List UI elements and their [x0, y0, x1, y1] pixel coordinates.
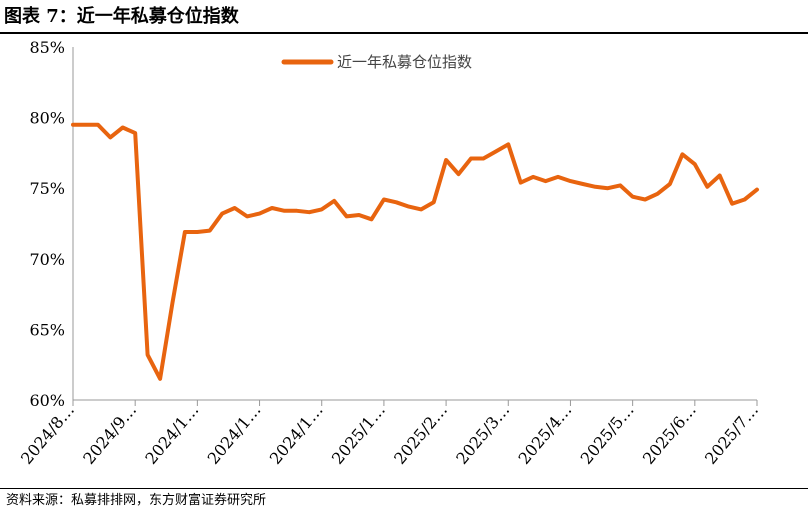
- data-point: [730, 202, 734, 206]
- data-point: [606, 186, 610, 190]
- data-point: [569, 179, 572, 183]
- data-point: [481, 157, 485, 160]
- data-point: [307, 210, 311, 214]
- data-point: [743, 198, 747, 201]
- data-point: [444, 158, 448, 162]
- data-point: [618, 183, 622, 187]
- chart-title: 图表 7：近一年私募仓位指数: [4, 6, 239, 27]
- data-point: [705, 185, 709, 189]
- data-point: [419, 207, 423, 211]
- source-divider: [0, 488, 808, 489]
- data-point: [469, 157, 473, 160]
- data-point: [432, 200, 436, 204]
- data-point: [282, 209, 286, 213]
- data-point: [370, 217, 373, 221]
- x-tick-label: 2024/8…: [17, 400, 78, 468]
- data-point: [183, 230, 187, 234]
- data-point: [506, 142, 510, 146]
- legend-label: 近一年私募仓位指数: [337, 53, 472, 71]
- x-tick-label: 2024/1…: [204, 400, 265, 468]
- data-point: [133, 131, 137, 135]
- data-point: [519, 181, 523, 185]
- data-point: [755, 188, 759, 192]
- x-tick-label: 2025/1…: [328, 400, 389, 468]
- data-point: [382, 198, 386, 201]
- x-tick-label: 2025/6…: [639, 400, 700, 468]
- data-point: [220, 212, 224, 216]
- series-group: [71, 122, 759, 381]
- data-point: [593, 185, 597, 189]
- data-point: [245, 214, 249, 218]
- y-tick-label: 85%: [29, 38, 65, 57]
- data-point: [668, 182, 672, 186]
- data-point: [71, 123, 75, 127]
- x-tick-label: 2024/1…: [266, 400, 327, 468]
- title-divider: [0, 32, 808, 34]
- x-tick-label: 2024/1…: [141, 400, 202, 468]
- data-point: [631, 195, 635, 199]
- data-point: [270, 206, 274, 210]
- data-point: [581, 182, 585, 186]
- y-tick-label: 65%: [29, 320, 65, 339]
- data-point: [233, 206, 237, 210]
- data-point: [357, 213, 361, 217]
- data-point: [171, 301, 174, 305]
- legend: 近一年私募仓位指数: [281, 53, 472, 71]
- data-point: [345, 214, 349, 218]
- data-point: [718, 174, 722, 177]
- x-tick-label: 2025/7…: [701, 400, 762, 468]
- data-point: [494, 150, 498, 153]
- x-axis-labels: 2024/8… 2024/9… 2024/1… 2024/1… 2024/1… 2025/…: [17, 400, 762, 468]
- data-point: [320, 207, 324, 211]
- data-point: [146, 353, 150, 357]
- data-point: [332, 199, 336, 203]
- y-tick-label: 75%: [29, 179, 65, 198]
- y-axis-labels: 60% 65% 70% 75% 80% 85%: [29, 38, 65, 410]
- data-point: [656, 192, 659, 196]
- y-tick-label: 70%: [29, 250, 65, 269]
- y-tick-label: 80%: [29, 109, 65, 128]
- x-tick-label: 2025/2…: [390, 400, 451, 468]
- data-point: [208, 229, 212, 233]
- data-point: [457, 172, 460, 176]
- series-line: [71, 122, 759, 381]
- data-point: [83, 123, 87, 127]
- data-point: [195, 230, 199, 234]
- line-chart: 60%65%70%75%80%85% 2024/8… 2024/9… 2024/1……: [17, 38, 762, 468]
- data-point: [680, 152, 684, 156]
- data-point: [531, 175, 535, 179]
- data-point: [108, 135, 112, 139]
- data-point: [158, 377, 162, 381]
- data-point: [96, 123, 100, 127]
- source-note: 资料来源：私募排排网，东方财富证券研究所: [6, 493, 267, 508]
- data-point: [544, 179, 548, 183]
- x-tick-label: 2025/4…: [514, 400, 575, 468]
- data-point: [295, 209, 299, 213]
- data-point: [121, 126, 125, 129]
- x-tick-label: 2025/3…: [452, 400, 513, 468]
- y-tick-label: 60%: [29, 391, 65, 410]
- data-point: [693, 162, 697, 166]
- chart-axes: [72, 47, 758, 406]
- x-tick-label: 2025/5…: [577, 400, 638, 468]
- x-tick-label: 2024/9…: [79, 400, 140, 468]
- data-point: [394, 200, 398, 204]
- data-point: [407, 205, 411, 209]
- data-point: [556, 175, 560, 179]
- data-point: [643, 198, 647, 201]
- data-point: [258, 212, 261, 216]
